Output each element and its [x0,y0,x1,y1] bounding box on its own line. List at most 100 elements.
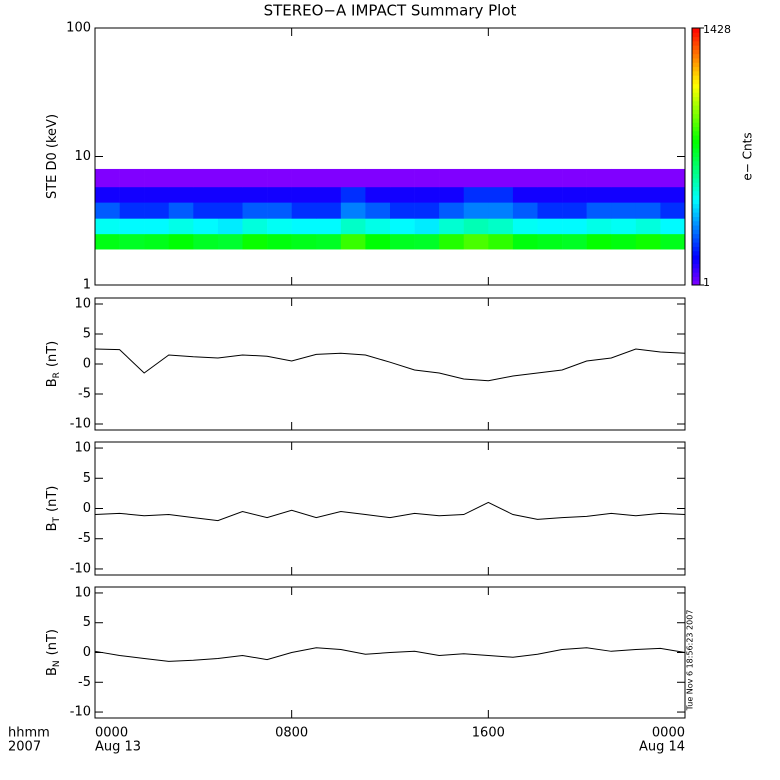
heatmap-cell [512,168,538,188]
chart-title: STEREO−A IMPACT Summary Plot [264,2,517,20]
heatmap-cell [635,202,661,219]
colorbar-band [692,207,700,213]
colorbar-band [692,246,700,252]
heatmap-cell [537,233,563,250]
heatmap-cell [193,186,219,203]
heatmap-cell [168,168,194,188]
heatmap-cell [365,186,391,203]
colorbar-band [692,36,700,42]
heatmap-cell [340,186,366,203]
colorbar-band [692,250,700,256]
axis-frame [94,297,686,431]
date-label: Aug 14 [639,740,685,755]
y-tick-label: 0 [83,501,91,516]
heatmap-cell [168,233,194,250]
heatmap-cell [488,202,514,219]
heatmap-cell [316,186,342,203]
heatmap-cell [586,186,612,203]
colorbar-band [692,28,700,33]
colorbar-band [692,139,700,145]
timestamp: Tue Nov 6 18:56:23 2007 [686,610,695,712]
y-tick-label: 1 [83,278,91,293]
colorbar-band [692,147,700,153]
colorbar-band [692,173,700,179]
y-tick-label: -5 [78,675,91,690]
heatmap-cell [512,233,538,250]
y-tick-label: 5 [83,615,91,630]
y-axis-label-main: STE D0 (keV) [45,114,60,199]
colorbar-band [692,66,700,72]
heatmap-cell [439,202,465,219]
colorbar-band [692,199,700,205]
heatmap-cell [390,186,415,203]
colorbar-band [692,212,700,217]
y-axis-label-sub: T [52,516,62,523]
colorbar-band [692,216,700,222]
heatmap-cell [242,168,268,188]
colorbar-band [692,135,700,140]
heatmap-cell [340,168,366,188]
data-line [94,348,686,382]
heatmap-cell [193,202,219,219]
y-axis-label-sub: N [52,660,62,667]
colorbar-band [692,70,700,76]
heatmap-cell [488,218,514,235]
heatmap-cell [242,218,268,235]
heatmap-cell [414,168,440,188]
colorbar-band [692,40,700,46]
colorbar-band [692,190,700,196]
heatmap-cell [340,202,366,219]
heatmap-cell [144,186,170,203]
colorbar-band [692,169,700,175]
heatmap-cell [217,168,243,188]
y-tick-label: 100 [66,21,91,36]
colorbar-band [692,130,700,136]
x-tick-label: 0000 [95,726,128,741]
colorbar-band [692,225,700,230]
colorbar-band [692,280,700,286]
heatmap-cell [562,218,587,235]
y-tick-label: 10 [74,297,91,312]
heatmap-cell [267,168,292,188]
x-tick-label: 0000 [652,726,685,741]
heatmap-cell [463,233,489,250]
heatmap-cell [488,233,514,250]
heatmap-cell [611,186,637,203]
colorbar-band [692,113,700,119]
colorbar-band [692,233,700,239]
heatmap-cell [586,233,612,250]
colorbar-band [692,32,700,38]
heatmap-cell [512,218,538,235]
colorbar-band [692,237,700,243]
y-axis-label: BN (nT) [45,629,62,676]
heatmap-cell [439,233,465,250]
colorbar-band [692,276,700,282]
colorbar-band [692,203,700,209]
heatmap-cell [316,202,342,219]
heatmap-cell [439,218,465,235]
heatmap-cell [660,202,686,219]
colorbar-label: e− Cnts [741,132,755,180]
heatmap-cell [439,186,465,203]
heatmap-cell [586,218,612,235]
data-line [94,647,686,662]
heatmap-cell [611,233,637,250]
colorbar-band [692,255,700,260]
heatmap-cell [291,202,317,219]
heatmap-cell [512,202,538,219]
heatmap-cell [537,218,563,235]
heatmap-cell [119,233,145,250]
colorbar-band [692,109,700,115]
heatmap-cell [291,233,317,250]
heatmap-cell [95,202,120,219]
heatmap-cell [340,218,366,235]
colorbar-band [692,272,700,277]
heatmap-cell [586,168,612,188]
y-tick-label: 10 [74,149,91,164]
heatmap-cell [660,186,686,203]
heatmap-cell [144,218,170,235]
colorbar-band [692,105,700,110]
colorbar-band [692,242,700,247]
heatmap-cell [562,168,587,188]
